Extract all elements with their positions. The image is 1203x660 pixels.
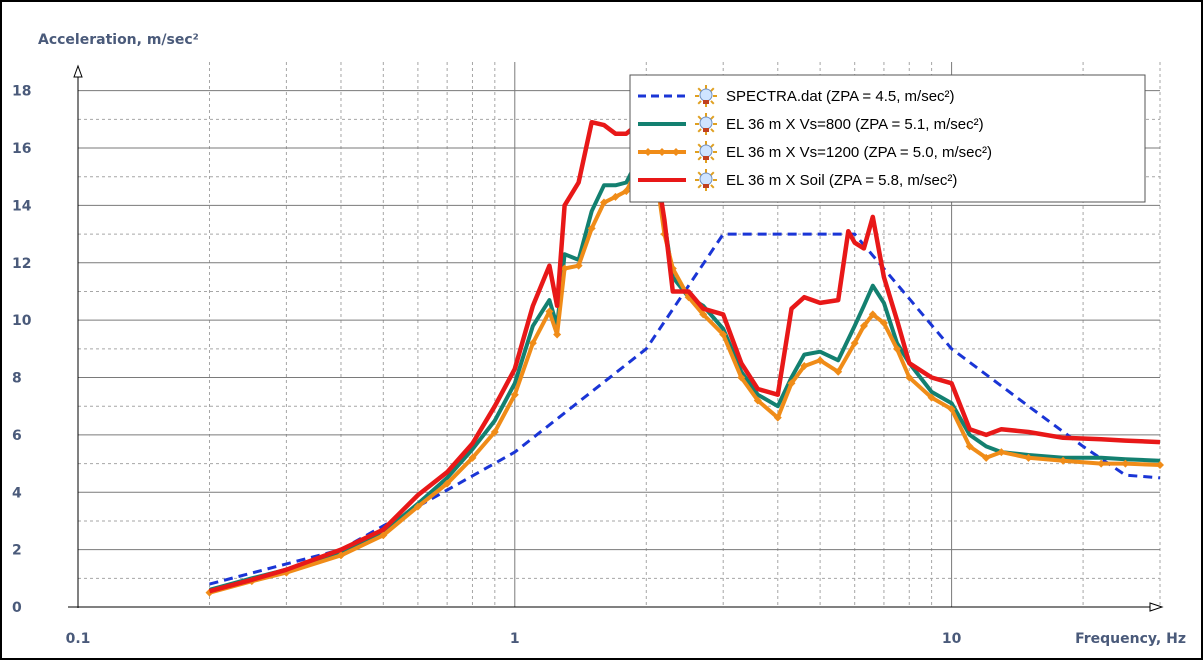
series-point [859, 321, 868, 330]
x-tick-label: 1 [510, 631, 520, 647]
legend: SPECTRA.dat (ZPA = 4.5, m/sec²) EL 36 m X… [629, 74, 1146, 203]
x-axis-title: Frequency, Hz [1075, 631, 1186, 647]
lightbulb-icon [695, 85, 717, 107]
y-axis-title: Acceleration, m/sec² [38, 32, 199, 48]
series-point [982, 453, 991, 462]
series-point [1121, 459, 1130, 468]
y-tick-label: 8 [12, 371, 22, 387]
y-tick-label: 10 [12, 313, 32, 329]
series-point [560, 264, 569, 273]
series-point [553, 330, 562, 339]
series-point [850, 339, 859, 348]
series-point [965, 442, 974, 451]
series-lines [205, 99, 1164, 597]
series-point [379, 531, 388, 540]
axes: Acceleration, m/sec² Frequency, Hz [38, 32, 1186, 647]
series-point [905, 373, 914, 382]
series-point [1059, 456, 1068, 465]
y-tick-label: 14 [12, 198, 32, 214]
series-point [868, 310, 877, 319]
series-point [753, 396, 762, 405]
legend-marker [658, 148, 666, 156]
series-line [208, 99, 1161, 594]
series-point [1097, 459, 1106, 468]
series-point [490, 428, 499, 437]
y-tick-label: 12 [12, 256, 31, 272]
series-point [927, 393, 936, 402]
legend-label: EL 36 m X Vs=800 (ZPA = 5.1, m/sec²) [726, 116, 984, 133]
series-point [574, 261, 583, 270]
series-point [893, 344, 902, 353]
series-point [997, 448, 1006, 457]
series-point [413, 502, 422, 511]
y-tick-label: 2 [12, 543, 22, 559]
legend-marker [644, 148, 652, 156]
lightbulb-icon [695, 113, 717, 135]
legend-label: SPECTRA.dat (ZPA = 4.5, m/sec²) [726, 88, 955, 105]
y-tick-label: 0 [12, 600, 22, 616]
series-point [611, 192, 620, 201]
tick-labels: 0 2 4 6 8 10 12 14 16 18 0.1 1 10 [12, 84, 962, 647]
y-tick-label: 16 [12, 141, 31, 157]
series-point [510, 390, 519, 399]
series-point [787, 379, 796, 388]
legend-marker [672, 148, 680, 156]
series-point [773, 413, 782, 422]
series-point [545, 307, 554, 316]
series-point [1024, 453, 1033, 462]
series-point [443, 479, 452, 488]
lightbulb-icon [695, 141, 717, 163]
series-point [800, 362, 809, 371]
series-point [737, 373, 746, 382]
lightbulb-icon [695, 169, 717, 191]
series-point [834, 367, 843, 376]
series-line [208, 146, 1161, 595]
series-point [336, 551, 345, 560]
series-point [947, 405, 956, 414]
series-point [528, 339, 537, 348]
series-point [599, 198, 608, 207]
series-point [622, 187, 631, 196]
series-point [468, 453, 477, 462]
y-tick-label: 18 [12, 84, 31, 100]
series-point [587, 224, 596, 233]
x-axis-arrow [1149, 602, 1164, 612]
series-point [1156, 461, 1164, 470]
legend-label: EL 36 m X Soil (ZPA = 5.8, m/sec²) [726, 172, 957, 189]
x-tick-label: 10 [942, 631, 962, 647]
series-point [699, 310, 708, 319]
series-point [719, 330, 728, 339]
legend-label: EL 36 m X Vs=1200 (ZPA = 5.0, m/sec²) [726, 144, 992, 161]
series-point [816, 356, 825, 365]
y-tick-label: 4 [12, 485, 22, 501]
y-axis-arrow [73, 64, 83, 78]
x-tick-label: 0.1 [66, 631, 91, 647]
y-tick-label: 6 [12, 428, 22, 444]
series-point [879, 319, 888, 328]
